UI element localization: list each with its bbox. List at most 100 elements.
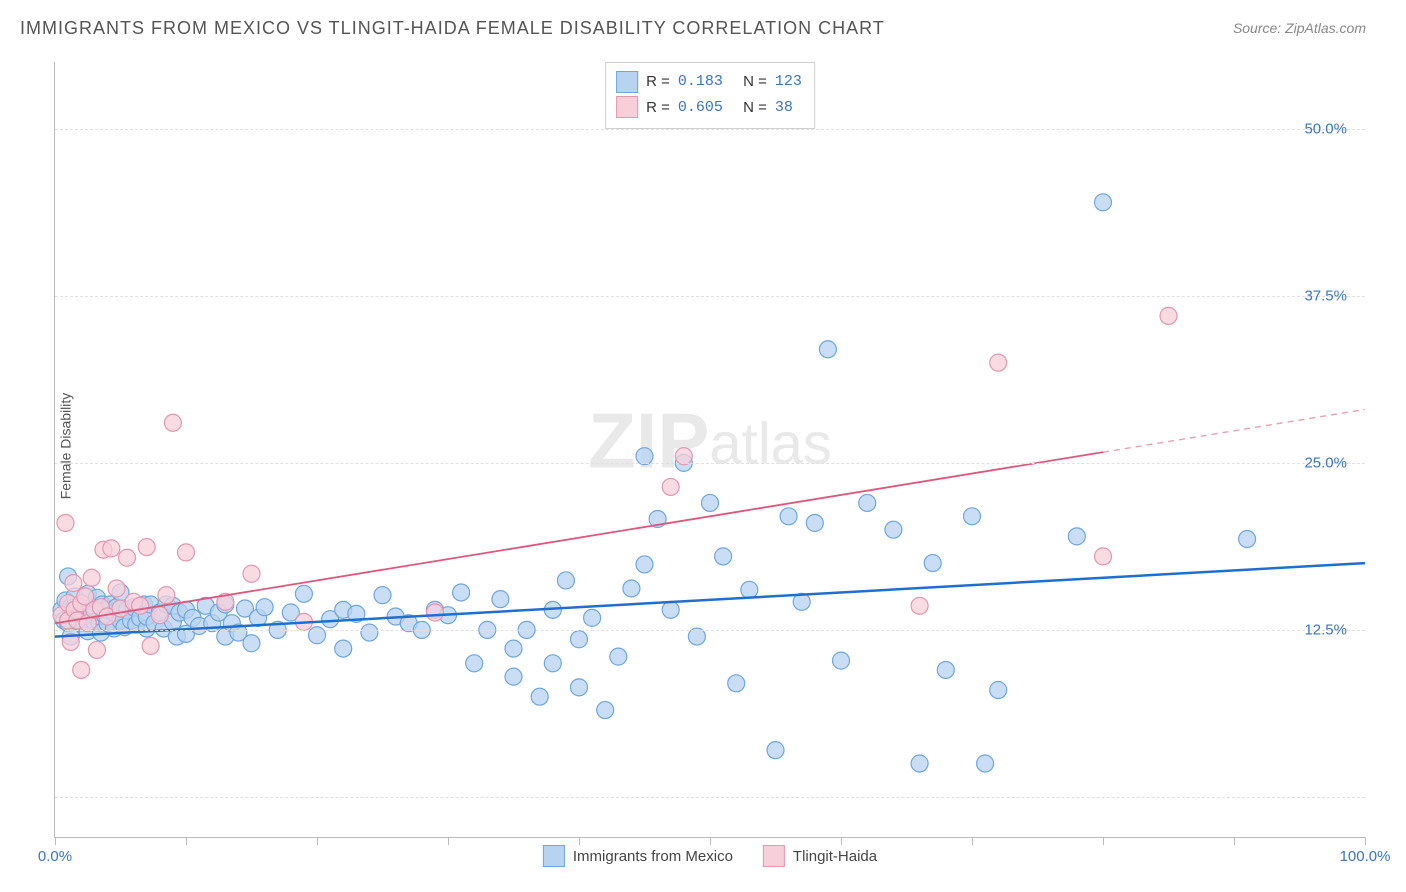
point-mexico bbox=[728, 675, 745, 692]
point-mexico bbox=[741, 581, 758, 598]
point-mexico bbox=[361, 624, 378, 641]
point-tlingit bbox=[138, 539, 155, 556]
point-mexico bbox=[885, 521, 902, 538]
legend-label-tlingit: Tlingit-Haida bbox=[793, 848, 877, 865]
point-mexico bbox=[964, 508, 981, 525]
point-mexico bbox=[571, 679, 588, 696]
point-tlingit bbox=[178, 544, 195, 561]
x-tick bbox=[317, 837, 318, 845]
point-mexico bbox=[833, 652, 850, 669]
point-mexico bbox=[597, 702, 614, 719]
chart-title: IMMIGRANTS FROM MEXICO VS TLINGIT-HAIDA … bbox=[20, 18, 885, 39]
legend-item-tlingit: Tlingit-Haida bbox=[763, 845, 877, 867]
plot-area: ZIPatlas R = 0.183 N = 123 R = 0.605 N =… bbox=[54, 62, 1365, 838]
point-mexico bbox=[557, 572, 574, 589]
stats-row-mexico: R = 0.183 N = 123 bbox=[616, 69, 802, 95]
y-tick-label: 50.0% bbox=[1304, 120, 1347, 137]
point-mexico bbox=[806, 514, 823, 531]
regression-line-tlingit bbox=[55, 452, 1103, 623]
point-mexico bbox=[466, 655, 483, 672]
point-tlingit bbox=[1160, 307, 1177, 324]
swatch-blue-icon bbox=[616, 71, 638, 93]
stats-legend-box: R = 0.183 N = 123 R = 0.605 N = 38 bbox=[605, 62, 815, 129]
point-mexico bbox=[623, 580, 640, 597]
point-mexico bbox=[610, 648, 627, 665]
gridline-h bbox=[55, 463, 1365, 464]
point-tlingit bbox=[158, 587, 175, 604]
point-mexico bbox=[990, 682, 1007, 699]
x-tick bbox=[1234, 837, 1235, 845]
point-mexico bbox=[453, 584, 470, 601]
point-mexico bbox=[819, 341, 836, 358]
point-mexico bbox=[1068, 528, 1085, 545]
legend-swatch-blue-icon bbox=[543, 845, 565, 867]
x-tick bbox=[972, 837, 973, 845]
x-tick-label: 100.0% bbox=[1340, 848, 1391, 865]
point-tlingit bbox=[73, 661, 90, 678]
mexico-r-value: 0.183 bbox=[678, 69, 723, 95]
point-mexico bbox=[505, 668, 522, 685]
point-tlingit bbox=[119, 549, 136, 566]
gridline-h bbox=[55, 296, 1365, 297]
r-label-2: R = bbox=[646, 95, 670, 121]
legend-label-mexico: Immigrants from Mexico bbox=[573, 848, 733, 865]
point-tlingit bbox=[65, 575, 82, 592]
point-mexico bbox=[715, 548, 732, 565]
r-label: R = bbox=[646, 69, 670, 95]
point-mexico bbox=[924, 555, 941, 572]
point-mexico bbox=[571, 631, 588, 648]
point-mexico bbox=[702, 494, 719, 511]
chart-svg bbox=[55, 62, 1365, 837]
x-tick bbox=[841, 837, 842, 845]
source-credit: Source: ZipAtlas.com bbox=[1233, 20, 1366, 36]
point-tlingit bbox=[57, 514, 74, 531]
legend-swatch-pink-icon bbox=[763, 845, 785, 867]
point-mexico bbox=[374, 587, 391, 604]
point-tlingit bbox=[103, 540, 120, 557]
point-mexico bbox=[243, 635, 260, 652]
point-mexico bbox=[911, 755, 928, 772]
stats-row-tlingit: R = 0.605 N = 38 bbox=[616, 95, 802, 121]
point-tlingit bbox=[132, 597, 149, 614]
x-tick bbox=[1103, 837, 1104, 845]
point-mexico bbox=[780, 508, 797, 525]
point-mexico bbox=[256, 599, 273, 616]
point-mexico bbox=[662, 601, 679, 618]
n-label-2: N = bbox=[743, 95, 767, 121]
x-tick bbox=[710, 837, 711, 845]
point-mexico bbox=[1095, 194, 1112, 211]
tlingit-n-value: 38 bbox=[775, 95, 793, 121]
y-tick-label: 12.5% bbox=[1304, 621, 1347, 638]
gridline-h bbox=[55, 797, 1365, 798]
x-tick-label: 0.0% bbox=[38, 848, 72, 865]
legend-bottom: Immigrants from Mexico Tlingit-Haida bbox=[543, 845, 877, 867]
point-tlingit bbox=[108, 580, 125, 597]
n-label: N = bbox=[743, 69, 767, 95]
x-tick bbox=[448, 837, 449, 845]
point-mexico bbox=[531, 688, 548, 705]
x-tick bbox=[579, 837, 580, 845]
point-mexico bbox=[335, 640, 352, 657]
point-tlingit bbox=[662, 478, 679, 495]
chart-container: IMMIGRANTS FROM MEXICO VS TLINGIT-HAIDA … bbox=[0, 0, 1406, 892]
point-mexico bbox=[977, 755, 994, 772]
mexico-n-value: 123 bbox=[775, 69, 802, 95]
point-mexico bbox=[584, 609, 601, 626]
y-tick-label: 37.5% bbox=[1304, 287, 1347, 304]
point-tlingit bbox=[911, 597, 928, 614]
point-tlingit bbox=[83, 569, 100, 586]
point-mexico bbox=[295, 585, 312, 602]
point-tlingit bbox=[88, 641, 105, 658]
y-tick-label: 25.0% bbox=[1304, 454, 1347, 471]
swatch-pink-icon bbox=[616, 96, 638, 118]
legend-item-mexico: Immigrants from Mexico bbox=[543, 845, 733, 867]
source-prefix: Source: bbox=[1233, 20, 1285, 36]
point-mexico bbox=[492, 591, 509, 608]
point-mexico bbox=[544, 655, 561, 672]
point-mexico bbox=[636, 556, 653, 573]
point-mexico bbox=[859, 494, 876, 511]
x-tick bbox=[55, 837, 56, 845]
point-tlingit bbox=[990, 354, 1007, 371]
point-tlingit bbox=[164, 414, 181, 431]
point-tlingit bbox=[1095, 548, 1112, 565]
